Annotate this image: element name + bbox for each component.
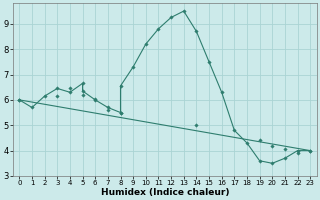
- X-axis label: Humidex (Indice chaleur): Humidex (Indice chaleur): [100, 188, 229, 197]
